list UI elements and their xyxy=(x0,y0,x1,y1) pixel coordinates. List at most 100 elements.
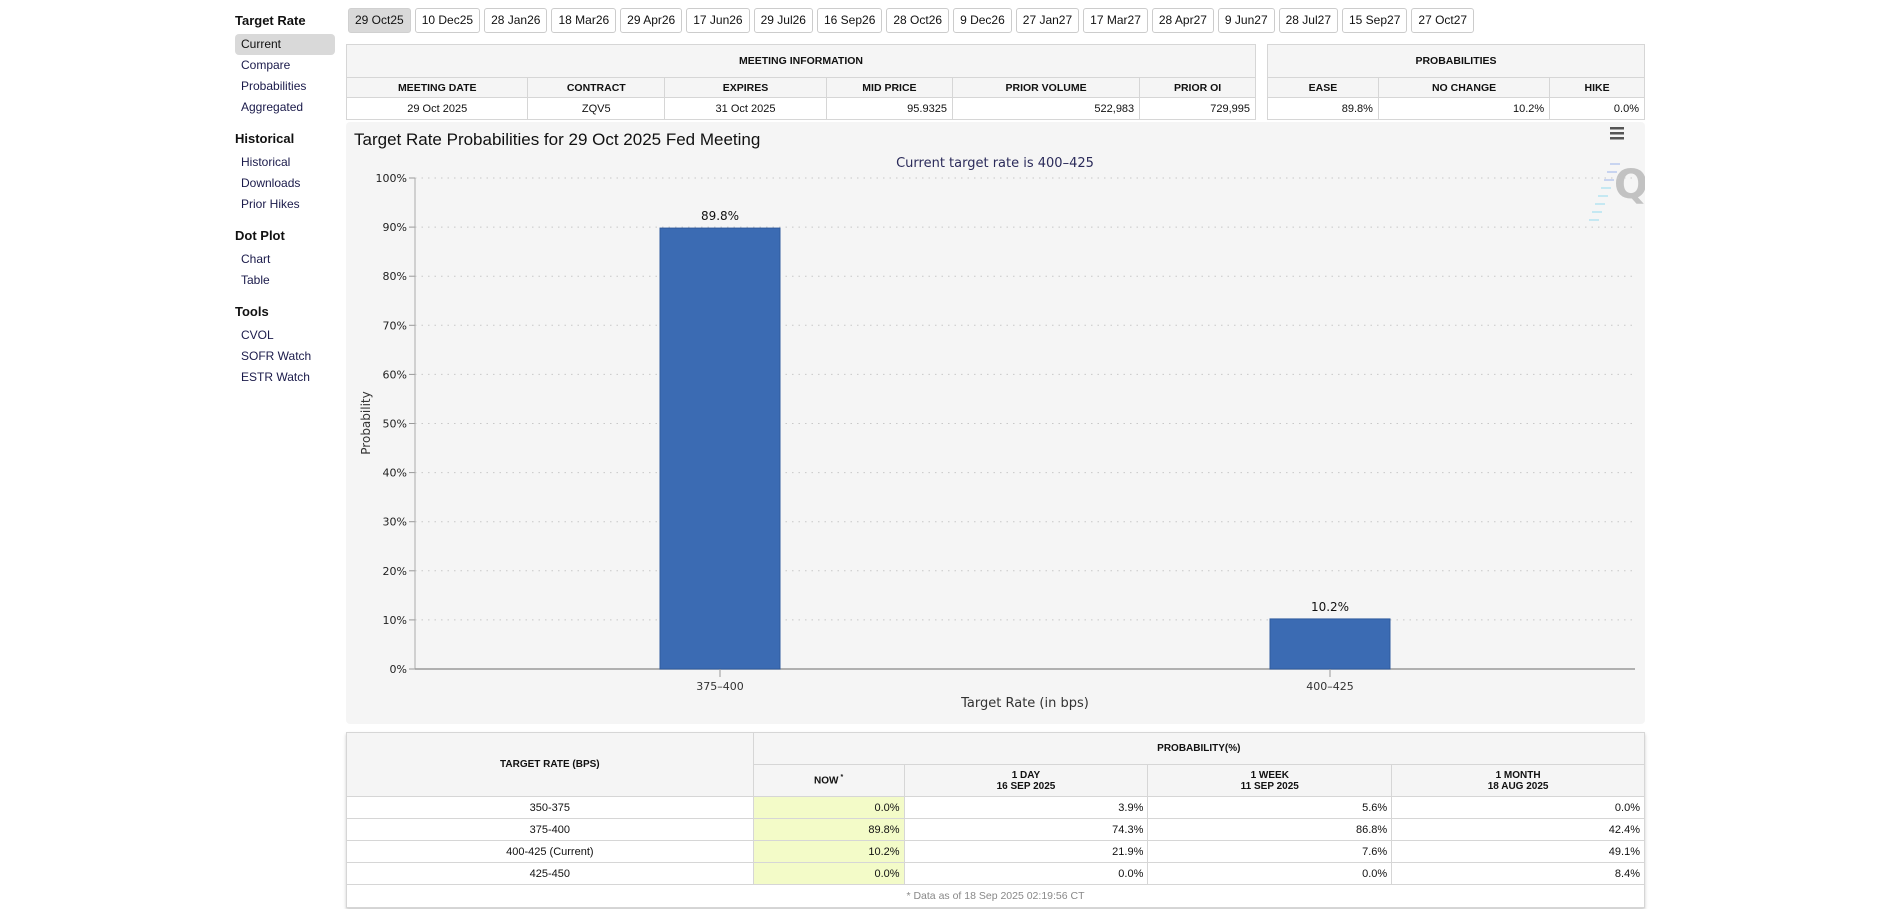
chart-menu-icon[interactable] xyxy=(1610,127,1624,140)
nav-group: Historical Historical Downloads Prior Hikes xyxy=(235,130,335,215)
nav-item-compare[interactable]: Compare xyxy=(241,58,291,72)
nav-group-title: Target Rate xyxy=(235,13,306,28)
target-rate-cell: 400-425 (Current) xyxy=(346,840,754,863)
x-axis-title: Target Rate (in bps) xyxy=(960,696,1089,711)
y-tick-label: 100% xyxy=(376,172,407,185)
probability-cell: 86.8% xyxy=(1147,818,1393,841)
probability-history-table: TARGET RATE (BPS) PROBABILITY(%) NOW * 1 DAY… xyxy=(346,732,1646,908)
target-rate-cell: 350-375 xyxy=(346,796,754,819)
probability-cell: 0.0% xyxy=(752,796,905,819)
cell-value: 729,995 xyxy=(1139,97,1256,120)
meeting-info-table: MEETING INFORMATION MEETING DATE CONTRACT… xyxy=(345,44,1256,120)
nav-item-chart[interactable]: Chart xyxy=(241,252,271,266)
probability-cell: 5.6% xyxy=(1147,796,1393,819)
y-tick-label: 40% xyxy=(383,467,407,480)
meeting-tab[interactable]: 17 Mar27 xyxy=(1083,8,1148,33)
y-tick-label: 0% xyxy=(390,663,407,676)
meeting-info-title: MEETING INFORMATION xyxy=(346,44,1256,78)
nav-item-aggregated[interactable]: Aggregated xyxy=(241,100,304,114)
meeting-tab[interactable]: 9 Jun27 xyxy=(1217,8,1275,33)
bar[interactable] xyxy=(659,227,781,670)
probability-cell: 3.9% xyxy=(903,796,1149,819)
probabilities-title: PROBABILITIES xyxy=(1267,44,1645,78)
meeting-tab[interactable]: 28 Jan26 xyxy=(484,8,548,33)
meeting-tab[interactable]: 15 Sep27 xyxy=(1342,8,1408,33)
meeting-tab[interactable]: 29 Jul26 xyxy=(753,8,813,33)
chart-svg: Target Rate Probabilities for 29 Oct 202… xyxy=(354,127,1645,711)
probability-cell: 74.3% xyxy=(903,818,1149,841)
table-row: 425-450 0.0% 0.0% 0.0% 8.4% xyxy=(346,862,1645,885)
nav-item-historical[interactable]: Historical xyxy=(241,155,291,169)
probability-cell: 0.0% xyxy=(903,862,1149,885)
nav-item-cvol[interactable]: CVOL xyxy=(241,328,274,342)
nav-item-probabilities[interactable]: Probabilities xyxy=(241,79,307,93)
nav-item-table[interactable]: Table xyxy=(241,273,270,287)
nav-group: Target Rate Current Compare Probabilities Ag… xyxy=(235,12,335,118)
bar-data-label: 10.2% xyxy=(1311,600,1349,614)
probability-cell: 42.4% xyxy=(1391,818,1645,841)
period-header: 1 WEEK 11 SEP 2025 xyxy=(1147,764,1393,797)
probability-cell: 8.4% xyxy=(1391,862,1645,885)
meeting-tab[interactable]: 27 Jan27 xyxy=(1015,8,1080,33)
data-timestamp-note: * Data as of 18 Sep 2025 02:19:56 CT xyxy=(346,884,1645,908)
table-row: 400-425 (Current) 10.2% 21.9% 7.6% 49.1% xyxy=(346,840,1645,863)
target-rate-header: TARGET RATE (BPS) xyxy=(346,732,754,797)
probability-cell: 89.8% xyxy=(752,818,905,841)
bar[interactable] xyxy=(1269,618,1391,670)
meeting-tab[interactable]: 29 Oct25 xyxy=(348,8,411,33)
meeting-tab[interactable]: 10 Dec25 xyxy=(414,8,481,33)
period-date: 11 SEP 2025 xyxy=(1240,780,1299,792)
svg-text:Q: Q xyxy=(1614,162,1645,208)
nav-group: Tools CVOL SOFR Watch ESTR Watch xyxy=(235,303,335,388)
probability-cell: 0.0% xyxy=(752,862,905,885)
cell-value: 29 Oct 2025 xyxy=(345,97,529,120)
target-rate-cell: 425-450 xyxy=(346,862,754,885)
nav-item-sofr-watch[interactable]: SOFR Watch xyxy=(241,349,312,363)
period-header: NOW * xyxy=(752,764,905,797)
meeting-tab[interactable]: 27 Oct27 xyxy=(1411,8,1475,33)
y-tick-label: 10% xyxy=(383,614,407,627)
probability-chart: Target Rate Probabilities for 29 Oct 202… xyxy=(346,122,1645,724)
meeting-tab[interactable]: 29 Apr26 xyxy=(620,8,683,33)
bar-data-label: 89.8% xyxy=(701,209,739,223)
y-tick-label: 60% xyxy=(383,368,407,381)
y-tick-label: 20% xyxy=(383,565,407,578)
table-row: 350-375 0.0% 3.9% 5.6% 0.0% xyxy=(346,796,1645,819)
meeting-tab[interactable]: 18 Mar26 xyxy=(551,8,617,33)
period-header: 1 MONTH 18 AUG 2025 xyxy=(1391,764,1645,797)
meeting-tab[interactable]: 28 Apr27 xyxy=(1151,8,1214,33)
nav-group-title: Tools xyxy=(235,304,269,319)
y-axis-title: Probability xyxy=(359,391,373,454)
column-header: HIKE xyxy=(1549,77,1645,98)
nav-item-estr-watch[interactable]: ESTR Watch xyxy=(241,370,310,384)
chart-title: Target Rate Probabilities for 29 Oct 202… xyxy=(354,130,760,149)
nav-item-current[interactable]: Current xyxy=(235,34,335,55)
meeting-tab[interactable]: 16 Sep26 xyxy=(816,8,883,33)
probability-cell: 21.9% xyxy=(903,840,1149,863)
cell-value: 95.9325 xyxy=(825,97,953,120)
watermark-logo-icon: Q xyxy=(1589,162,1645,221)
meeting-tab[interactable]: 28 Jul27 xyxy=(1278,8,1338,33)
nav-group-title: Dot Plot xyxy=(235,228,285,243)
column-header: EASE xyxy=(1267,77,1379,98)
meeting-tab[interactable]: 9 Dec26 xyxy=(953,8,1012,33)
column-header: CONTRACT xyxy=(527,77,666,98)
column-header: MEETING DATE xyxy=(345,77,529,98)
probability-cell: 7.6% xyxy=(1147,840,1393,863)
probabilities-table: PROBABILITIES EASE NO CHANGE HIKE 89.8% 10.2… xyxy=(1267,44,1645,120)
probability-cell: 0.0% xyxy=(1147,862,1393,885)
x-tick-label: 400–425 xyxy=(1306,680,1354,693)
meeting-tab[interactable]: 17 Jun26 xyxy=(686,8,750,33)
period-date: 16 SEP 2025 xyxy=(996,780,1056,792)
column-header: NO CHANGE xyxy=(1377,77,1551,98)
nav-item-prior-hikes[interactable]: Prior Hikes xyxy=(241,197,300,211)
nav-group-title: Historical xyxy=(235,131,295,146)
y-tick-label: 30% xyxy=(383,516,407,529)
nav-item-downloads[interactable]: Downloads xyxy=(241,176,301,190)
column-header: PRIOR OI xyxy=(1139,77,1256,98)
meeting-tab[interactable]: 28 Oct26 xyxy=(886,8,950,33)
nav-group: Dot Plot Chart Table xyxy=(235,227,335,291)
x-tick-label: 375–400 xyxy=(696,680,744,693)
chart-subtitle: Current target rate is 400–425 xyxy=(896,156,1094,171)
y-tick-label: 90% xyxy=(383,221,407,234)
